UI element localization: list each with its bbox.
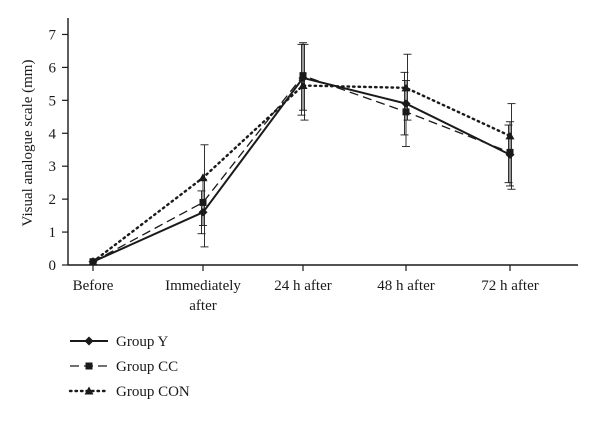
x-tick-label: Before xyxy=(73,278,114,294)
x-tick-label: after xyxy=(189,298,216,314)
data-point-group-y xyxy=(401,99,411,109)
legend-item-group-y: Group Y xyxy=(70,334,169,350)
y-tick-label: 0 xyxy=(49,258,57,274)
data-point-group-cc xyxy=(506,148,514,156)
data-point-group-cc xyxy=(402,108,410,116)
legend-label: Group CC xyxy=(116,359,178,375)
data-point-group-con xyxy=(88,257,98,266)
y-tick-label: 1 xyxy=(49,225,57,241)
x-tick-label: 48 h after xyxy=(377,278,434,294)
y-tick-label: 2 xyxy=(49,192,57,208)
legend-marker-swatch xyxy=(84,386,94,395)
x-tick-label: 72 h after xyxy=(481,278,538,294)
markers-layer xyxy=(88,72,515,267)
ticks-layer: 0 1 2 3 4 5 6 7 Before Immediately after 24 h after… xyxy=(49,27,539,314)
y-tick-label: 5 xyxy=(49,93,57,109)
data-point-group-con xyxy=(198,173,208,182)
legend-label: Group Y xyxy=(116,334,169,350)
legend-item-group-con: Group CON xyxy=(68,384,190,400)
y-tick-label: 4 xyxy=(49,126,57,142)
data-point-group-cc xyxy=(199,198,207,206)
data-point-group-con xyxy=(401,83,411,92)
legend: Group Y Group CC Group CON xyxy=(68,334,190,400)
y-tick-label: 7 xyxy=(49,27,57,43)
data-point-group-con xyxy=(505,131,515,140)
legend-item-group-cc: Group CC xyxy=(70,359,178,375)
data-point-group-cc xyxy=(299,72,307,80)
legend-label: Group CON xyxy=(116,384,190,400)
data-point-group-y xyxy=(198,207,208,217)
legend-marker-swatch xyxy=(84,336,94,346)
x-tick-label: Immediately xyxy=(165,278,241,294)
y-axis-title: Visual analogue scale (mm) xyxy=(20,60,36,227)
y-tick-label: 6 xyxy=(49,60,57,76)
error-bars-layer xyxy=(197,42,516,248)
y-tick-label: 3 xyxy=(49,159,57,175)
x-tick-label: 24 h after xyxy=(274,278,331,294)
axes-layer xyxy=(67,18,578,266)
legend-marker-swatch xyxy=(85,362,93,370)
data-point-group-con xyxy=(298,81,308,90)
